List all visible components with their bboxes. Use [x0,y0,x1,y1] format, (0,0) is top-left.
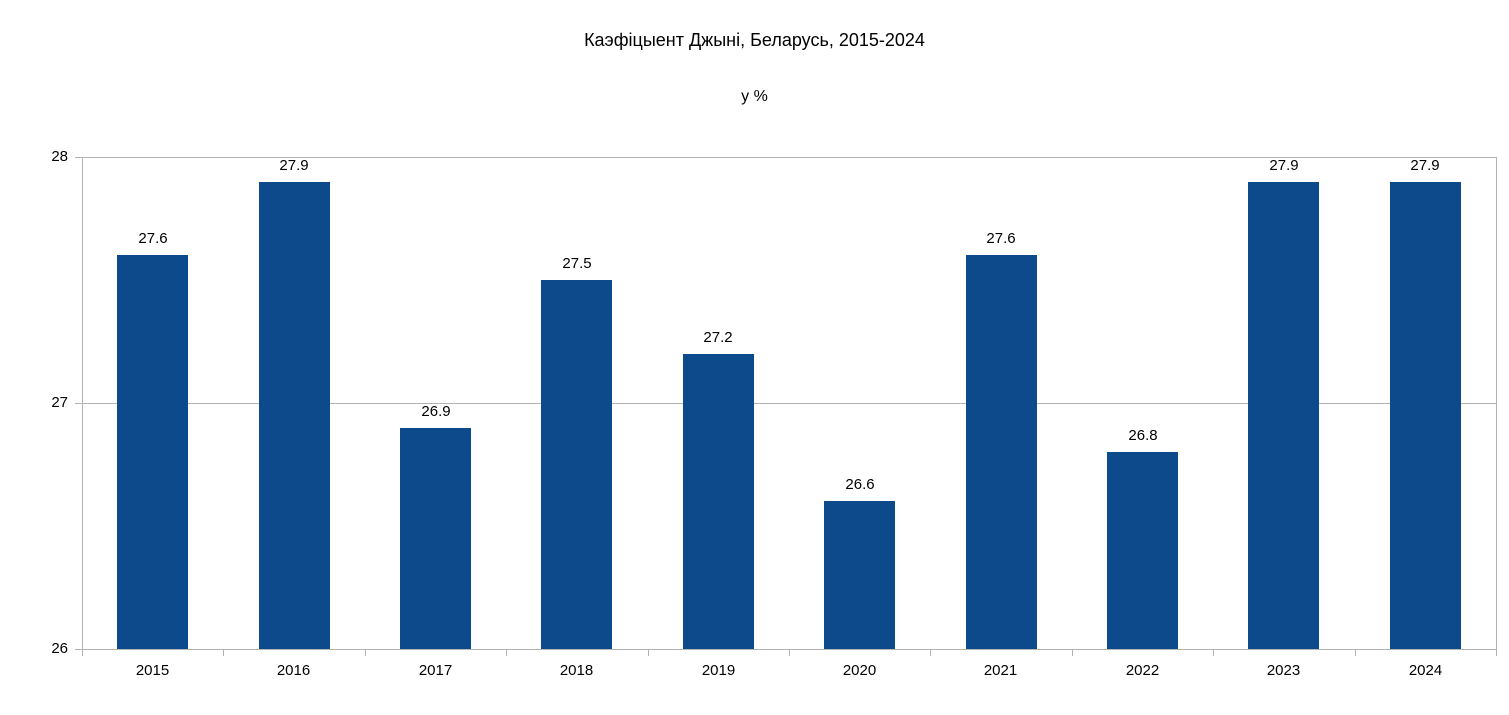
plot-right-border [1496,157,1497,656]
bar-value-label: 27.6 [986,230,1016,247]
y-gridline [82,157,1496,158]
x-axis-tick [789,649,790,656]
bar [259,182,330,649]
x-axis-tick-label: 2018 [559,662,594,679]
x-axis-tick [1072,649,1073,656]
bar-value-label: 27.9 [279,157,309,174]
bar [1107,452,1178,649]
y-axis-tick [75,649,82,650]
x-axis-tick-label: 2020 [842,662,877,679]
x-axis-tick [506,649,507,656]
y-axis-tick [75,157,82,158]
x-axis-tick-label: 2022 [1125,662,1160,679]
bar-value-label: 26.6 [845,476,875,493]
bar [824,501,895,649]
bar-value-label: 26.8 [1128,427,1158,444]
bar [966,255,1037,649]
x-axis-tick [1496,649,1497,656]
chart-subtitle: у % [741,88,768,105]
x-axis-tick [930,649,931,656]
x-axis-tick [365,649,366,656]
y-axis-tick-label: 26 [51,640,68,657]
x-axis-tick [223,649,224,656]
bar [683,354,754,649]
x-axis-tick-label: 2017 [418,662,453,679]
y-axis-line [82,157,83,656]
y-axis-tick-label: 28 [51,148,68,165]
y-axis-tick [75,403,82,404]
bar [541,280,612,649]
x-axis-tick-label: 2021 [983,662,1018,679]
bar [400,428,471,649]
y-gridline [82,403,1496,404]
x-axis-tick [1213,649,1214,656]
x-axis-tick-label: 2016 [276,662,311,679]
bar-value-label: 27.9 [1269,157,1299,174]
bar-value-label: 27.9 [1410,157,1440,174]
x-axis-tick [1355,649,1356,656]
bar-value-label: 27.2 [703,329,733,346]
bar [117,255,188,649]
bar-value-label: 26.9 [421,403,451,420]
x-axis-tick-label: 2024 [1408,662,1443,679]
x-axis-tick-label: 2019 [701,662,736,679]
bar-value-label: 27.5 [562,255,592,272]
x-axis-tick-label: 2015 [135,662,170,679]
bar [1390,182,1461,649]
bar-value-label: 27.6 [138,230,168,247]
x-axis-tick [648,649,649,656]
bar [1248,182,1319,649]
x-axis-tick [82,649,83,656]
x-axis-tick-label: 2023 [1266,662,1301,679]
y-axis-tick-label: 27 [51,394,68,411]
chart-title: Каэфіцыент Джыні, Беларусь, 2015-2024 [584,30,925,50]
